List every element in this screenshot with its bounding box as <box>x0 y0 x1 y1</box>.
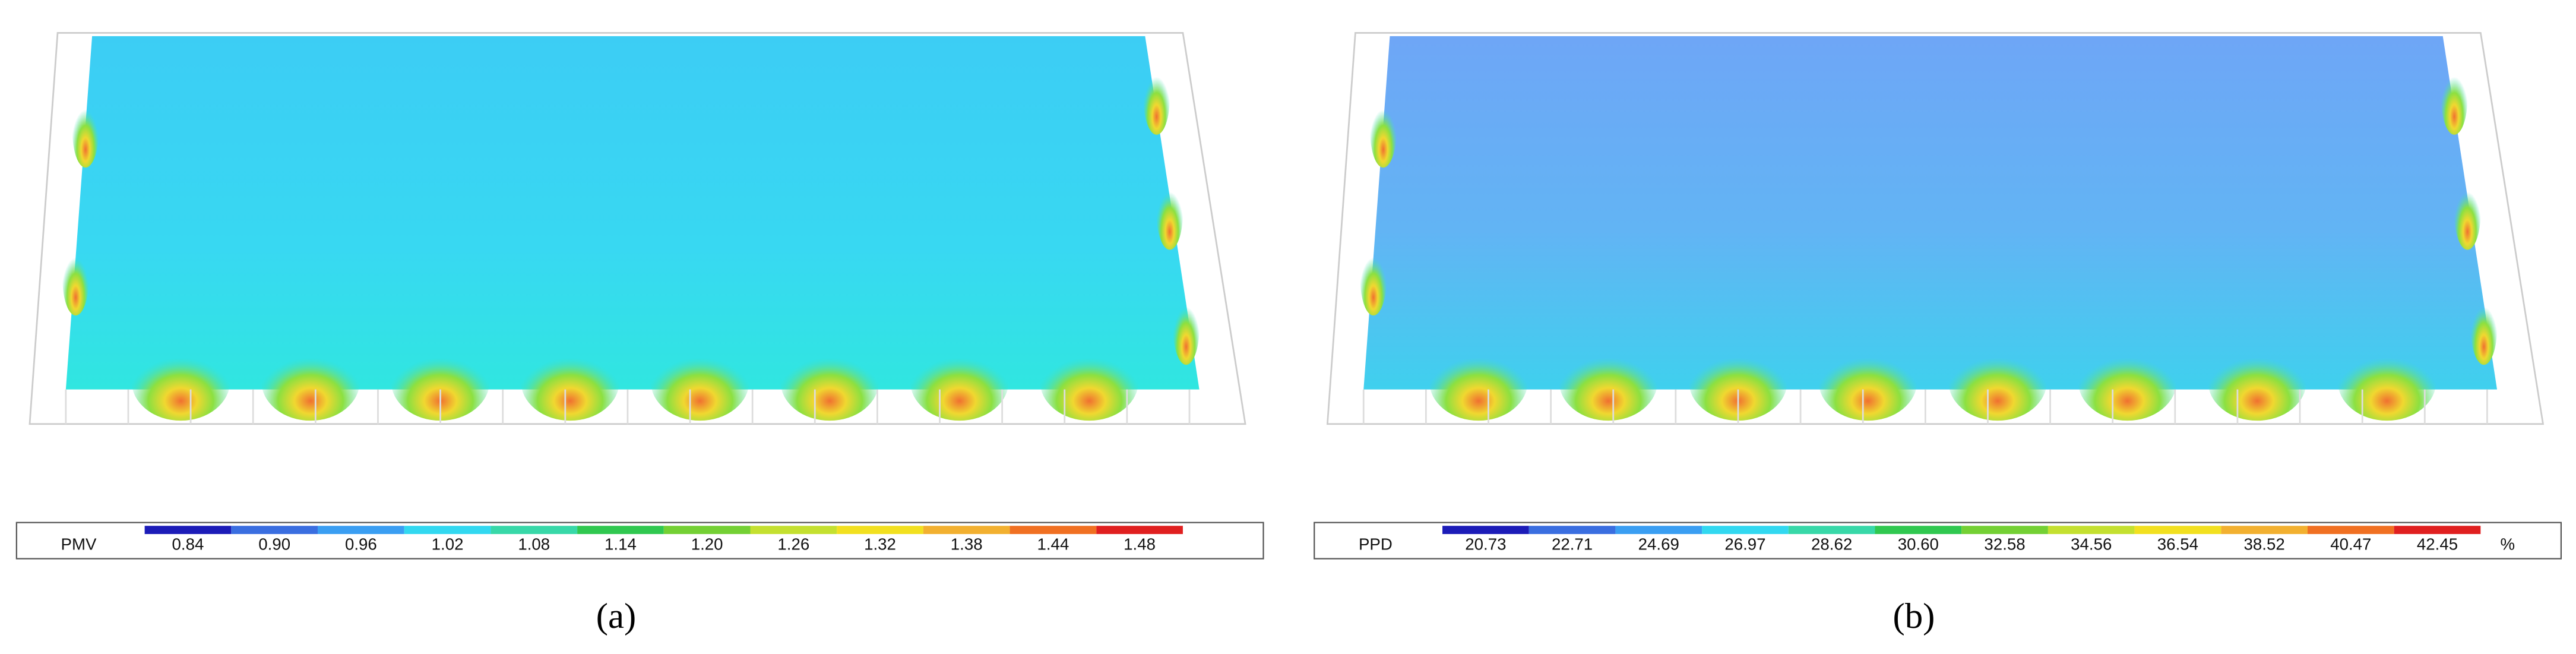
hot-spot <box>1360 243 1387 316</box>
contour-field <box>65 36 1200 390</box>
hot-spot <box>1173 292 1200 365</box>
colorbar-swatch <box>2394 526 2481 535</box>
colorbar-swatch <box>1528 526 1616 535</box>
hot-spot <box>2337 342 2436 421</box>
colorbar-tick-label: 36.54 <box>2157 535 2198 554</box>
colorbar-swatch <box>2307 526 2394 535</box>
colorbar-swatch <box>490 526 578 535</box>
hot-spot <box>2470 292 2498 365</box>
hot-spot <box>1559 342 1658 421</box>
colorbar-tick-label: 1.32 <box>864 535 896 554</box>
hot-spot <box>1370 95 1397 168</box>
colorbar-frame <box>15 522 1264 560</box>
colorbar-tick-label: 1.20 <box>691 535 723 554</box>
hot-spot <box>131 342 230 421</box>
hot-spot <box>1818 342 1917 421</box>
colorbar-tick-label: 38.52 <box>2244 535 2285 554</box>
room-outline <box>29 31 1246 425</box>
colorbar-swatch <box>144 526 232 535</box>
colorbar-tick-label: 28.62 <box>1811 535 1852 554</box>
colorbar-tick-label: 30.60 <box>1898 535 1939 554</box>
colorbar-swatch <box>404 526 491 535</box>
colorbar-swatch <box>1702 526 1789 535</box>
colorbar-swatch <box>750 526 837 535</box>
panel-caption: (a) <box>596 596 637 636</box>
colorbar-swatch <box>231 526 318 535</box>
hot-spot <box>780 342 879 421</box>
colorbar-tick-label: 22.71 <box>1552 535 1593 554</box>
colorbar-swatch <box>663 526 751 535</box>
hot-spot <box>62 243 89 316</box>
colorbar-swatch <box>923 526 1010 535</box>
colorbar-swatch <box>2134 526 2221 535</box>
colorbar-tick-label: 1.26 <box>777 535 809 554</box>
colorbar-tick-label: 1.14 <box>605 535 637 554</box>
hot-spot <box>1040 342 1139 421</box>
colorbar-frame <box>1314 522 2562 560</box>
colorbar-swatch <box>577 526 664 535</box>
colorbar-tick-label: 26.97 <box>1724 535 1765 554</box>
colorbar-swatch <box>837 526 923 535</box>
hot-spot <box>1948 342 2047 421</box>
colorbar-swatch <box>2221 526 2308 535</box>
colorbar-swatch <box>1096 526 1183 535</box>
colorbar-swatch <box>1875 526 1962 535</box>
hot-spot <box>2078 342 2177 421</box>
contour-field <box>1363 36 2498 390</box>
hot-spot <box>521 342 620 421</box>
room-outline <box>1326 31 2545 425</box>
colorbar-tick-label: 1.44 <box>1037 535 1069 554</box>
hot-spot <box>1429 342 1528 421</box>
colorbar-swatch <box>1442 526 1529 535</box>
colorbar-tick-label: 1.02 <box>432 535 464 554</box>
panel-caption: (b) <box>1893 596 1935 636</box>
colorbar-label: PPD <box>1359 535 1393 554</box>
colorbar-swatch <box>1615 526 1702 535</box>
colorbar-swatch <box>1788 526 1875 535</box>
hot-spot <box>910 342 1009 421</box>
colorbar-tick-label: 1.48 <box>1124 535 1156 554</box>
colorbar-tick-label: 0.90 <box>258 535 290 554</box>
panel: PMV 0.84 0.90 0.96 1.02 1.08 1.14 1.20 1.26 1.32 1… <box>15 31 1264 636</box>
hot-spot <box>72 95 99 168</box>
colorbar-tick-label: 34.56 <box>2071 535 2112 554</box>
colorbar-tick-label: 20.73 <box>1465 535 1506 554</box>
hot-spot <box>391 342 490 421</box>
hot-spot <box>2441 62 2468 135</box>
colorbar-swatch <box>1009 526 1097 535</box>
colorbar-tick-label: 24.69 <box>1638 535 1679 554</box>
colorbar-tick-label: 32.58 <box>1984 535 2025 554</box>
colorbar-tick-label: 0.96 <box>345 535 377 554</box>
colorbar-unit: % <box>2501 535 2515 554</box>
hot-spot <box>261 342 360 421</box>
colorbar-swatch <box>1961 526 2048 535</box>
colorbar-tick-label: 42.45 <box>2417 535 2458 554</box>
panel: PPD 20.73 22.71 24.69 26.97 28.62 30.60 32.58 34… <box>1314 31 2562 636</box>
colorbar-label: PMV <box>61 535 97 554</box>
colorbar-tick-label: 40.47 <box>2330 535 2371 554</box>
colorbar-tick-label: 0.84 <box>172 535 204 554</box>
colorbar-tick-label: 1.08 <box>518 535 550 554</box>
hot-spot <box>1143 62 1170 135</box>
colorbar-swatch <box>318 526 404 535</box>
hot-spot <box>650 342 749 421</box>
hot-spot <box>1688 342 1787 421</box>
colorbar-swatch <box>2047 526 2135 535</box>
hot-spot <box>2208 342 2307 421</box>
hot-spot <box>1156 177 1183 250</box>
colorbar-tick-label: 1.38 <box>951 535 983 554</box>
hot-spot <box>2454 177 2481 250</box>
